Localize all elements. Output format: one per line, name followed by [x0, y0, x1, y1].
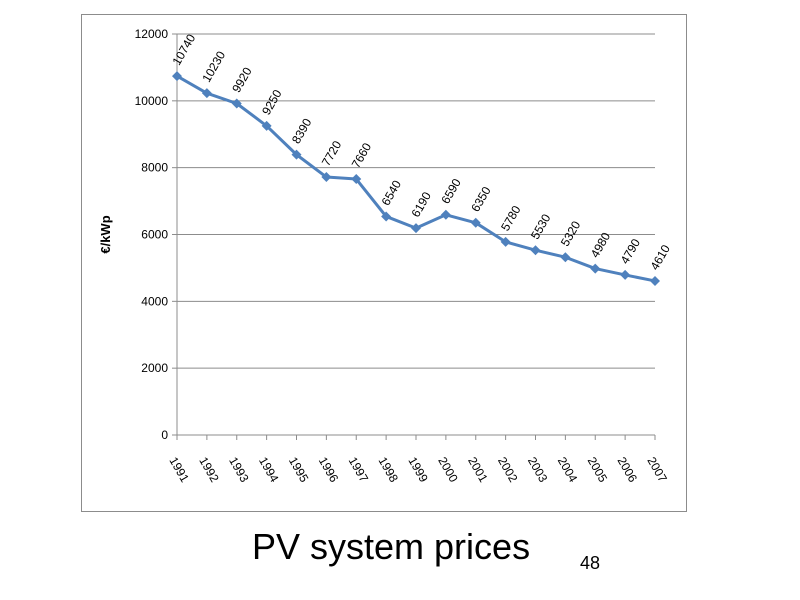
data-label: 6540: [379, 178, 405, 208]
x-tick-label: 2007: [644, 455, 670, 485]
data-label: 5530: [528, 211, 554, 241]
x-tick-label: 2001: [465, 455, 491, 485]
data-label: 5780: [498, 203, 524, 233]
data-label: 7720: [319, 138, 345, 168]
data-label: 10740: [169, 31, 198, 67]
chart-frame: 0 2000 4000 6000 8000 10000 12000 1991 1992 1993 1…: [81, 14, 687, 512]
data-point: [172, 71, 182, 82]
slide-title: PV system prices: [252, 526, 531, 567]
data-label: 9250: [259, 87, 285, 117]
data-point: [381, 211, 392, 222]
data-point: [650, 275, 660, 286]
series-line: [176, 74, 656, 283]
data-label: 5320: [558, 218, 584, 248]
data-point: [201, 88, 212, 99]
data-label: 6190: [408, 189, 434, 219]
data-label: 4610: [647, 242, 673, 272]
x-tick-label: 1999: [405, 455, 431, 485]
data-point: [351, 174, 362, 185]
data-point: [530, 245, 541, 256]
x-tick-label: 1993: [226, 455, 252, 485]
x-tick-label: 1998: [376, 455, 402, 485]
data-label: 7660: [349, 140, 375, 170]
x-tick-label: 1991: [166, 455, 192, 485]
data-point: [590, 263, 601, 274]
x-tick-label: 1997: [346, 455, 372, 485]
data-point: [261, 120, 272, 131]
y-tick-label: 6000: [141, 228, 168, 242]
data-point: [291, 149, 302, 160]
data-point: [440, 209, 451, 220]
x-tick-label: 1995: [286, 455, 312, 485]
data-point: [231, 98, 242, 109]
y-tick-label: 0: [161, 428, 168, 442]
y-axis-title: €/kWp: [98, 215, 113, 253]
data-label: 4790: [618, 236, 644, 266]
data-point: [500, 236, 511, 247]
data-point: [470, 217, 481, 228]
data-point: [620, 269, 631, 280]
data-point: [411, 223, 421, 234]
data-point: [560, 252, 571, 263]
x-tick-label: 2003: [525, 455, 551, 485]
data-label: 6350: [468, 184, 494, 214]
grid-layer: [177, 33, 655, 369]
x-tick-label: 2006: [615, 455, 641, 485]
x-tick-label: 2002: [495, 455, 521, 485]
slide-number: 48: [580, 553, 601, 573]
x-tick-label: 1996: [316, 455, 342, 485]
y-tick-label: 8000: [141, 161, 168, 175]
y-tick-label: 4000: [141, 294, 168, 308]
data-label: 9920: [229, 65, 255, 95]
y-tick-label: 12000: [135, 27, 169, 41]
x-tick-label: 2004: [555, 455, 581, 485]
x-tick-label: 2005: [585, 455, 611, 485]
data-label: 10230: [199, 48, 228, 84]
data-label: 8390: [289, 116, 315, 146]
x-tick-label: 2000: [435, 455, 461, 485]
y-tick-label: 2000: [141, 361, 168, 375]
series-layer: [172, 71, 660, 286]
x-tick-label: 1992: [196, 455, 222, 485]
y-tick-label: 10000: [135, 94, 169, 108]
data-point: [321, 172, 332, 183]
x-tick-label: 1994: [256, 455, 282, 485]
data-label: 6590: [438, 176, 464, 206]
